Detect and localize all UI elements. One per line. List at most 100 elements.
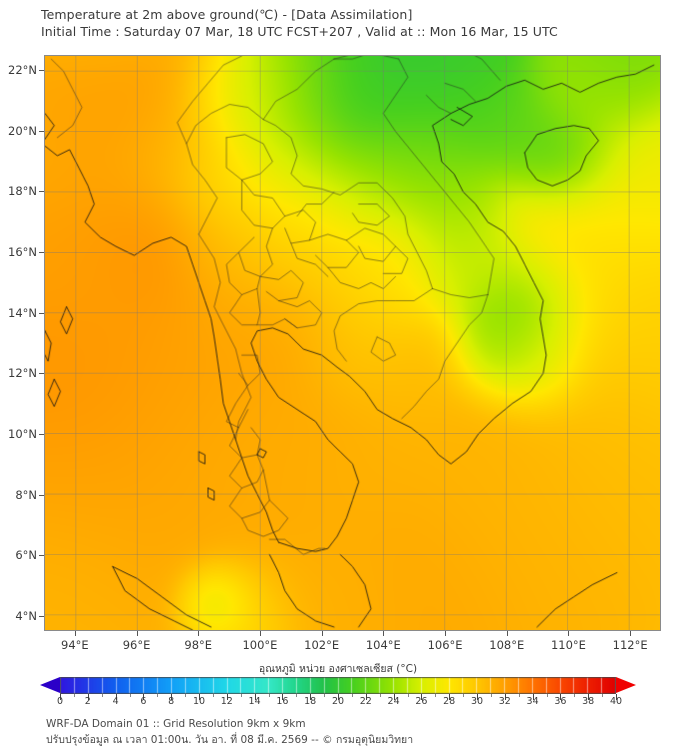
colorbar-tick [73,694,75,697]
colorbar-tick [463,694,465,697]
lat-label: 8°N [15,487,37,502]
lat-tick [39,252,44,254]
colorbar-label: 4 [112,696,119,707]
lat-label: 10°N [8,426,37,441]
lat-label: 22°N [8,63,37,78]
lon-tick [321,631,323,636]
lat-tick [39,130,44,132]
colorbar-label: 12 [220,696,233,707]
colorbar-tick [532,694,534,700]
colorbar-label: 28 [443,696,456,707]
colorbar-tick [379,694,381,697]
colorbar-tick [240,694,242,697]
lat-label: 18°N [8,184,37,199]
colorbar-over-cap [616,677,636,693]
lat-tick [39,70,44,72]
lon-label: 100°E [242,638,278,652]
lat-label: 4°N [15,608,37,623]
colorbar-label: 0 [56,696,64,707]
lon-label: 98°E [184,638,213,652]
colorbar-tick [268,694,270,697]
footer: WRF-DA Domain 01 :: Grid Resolution 9km … [46,716,413,748]
lon-tick [259,631,261,636]
lon-label: 108°E [489,638,525,652]
lat-label: 16°N [8,245,37,260]
lat-tick [39,312,44,314]
colorbar-label: 18 [304,696,317,707]
colorbar-tick [157,694,159,697]
lon-tick [568,631,570,636]
colorbar-label: 40 [609,696,623,707]
colorbar-tick [435,694,437,697]
lat-tick [39,191,44,193]
colorbar-label: 26 [415,696,428,707]
colorbar-label: 6 [140,696,147,707]
colorbar-tick [171,694,173,700]
lon-label: 102°E [304,638,340,652]
lon-label: 94°E [61,638,89,652]
lon-tick [630,631,632,636]
page-title: Temperature at 2m above ground(℃) - [Dat… [41,6,558,40]
lon-tick [136,631,138,636]
colorbar-tick [588,694,590,700]
lat-tick [39,494,44,496]
colorbar-tick [518,694,520,697]
colorbar-tick [477,694,478,700]
lat-label: 20°N [8,123,37,138]
colorbar-tick [212,694,214,697]
lon-label: 106°E [427,638,463,652]
colorbar-tick [143,694,145,700]
colorbar-label: 22 [359,696,372,707]
colorbar-tick [60,694,61,700]
colorbar-tick [407,694,409,697]
colorbar-tick [616,694,617,700]
colorbar-label: 2 [84,696,91,707]
colorbar-tick [310,694,312,700]
colorbar-tick [365,694,367,700]
colorbar-label: 34 [526,696,539,707]
colorbar-tick [185,694,187,697]
colorbar-tick [254,694,256,700]
lat-label: 12°N [8,366,37,381]
colorbar-tick [226,694,228,700]
colorbar-tick [101,694,103,697]
colorbar-tick [560,694,562,700]
colorbar[interactable]: อุณหภูมิ หน่วย องศาเซลเซียส (°C) 0 2 4 6 8 10… [0,660,676,712]
title-line-1: Temperature at 2m above ground(℃) - [Dat… [41,7,413,22]
lon-label: 96°E [122,638,151,652]
colorbar-tick [574,694,576,697]
lat-tick [39,433,44,435]
colorbar-tick [324,694,326,697]
colorbar-label: 8 [168,696,175,707]
lon-tick [445,631,447,636]
colorbar-tick [504,694,506,700]
coastline-overlay [45,56,660,630]
colorbar-tick [393,694,395,700]
colorbar-under-cap [40,677,60,693]
lat-label: 6°N [15,548,37,563]
colorbar-tick [421,694,423,700]
lon-tick [74,631,76,636]
colorbar-label: 16 [276,696,289,707]
colorbar-tick [282,694,284,700]
colorbar-label: 30 [470,696,484,707]
colorbar-label: 20 [331,696,345,707]
colorbar-tick [449,694,451,700]
lat-tick [39,615,44,617]
colorbar-gradient [60,677,616,694]
lon-tick [198,631,200,636]
colorbar-tick [199,694,200,700]
lon-tick [383,631,385,636]
lon-label: 110°E [550,638,586,652]
colorbar-tick [296,694,298,697]
temperature-map[interactable] [44,55,661,631]
colorbar-tick [115,694,117,700]
lat-tick [39,373,44,375]
lon-tick [506,631,508,636]
colorbar-label: 32 [498,696,511,707]
colorbar-title: อุณหภูมิ หน่วย องศาเซลเซียส (°C) [258,663,418,675]
colorbar-label: 38 [582,696,595,707]
lon-label: 112°E [612,638,648,652]
colorbar-label: 36 [554,696,567,707]
lat-label: 14°N [8,305,37,320]
